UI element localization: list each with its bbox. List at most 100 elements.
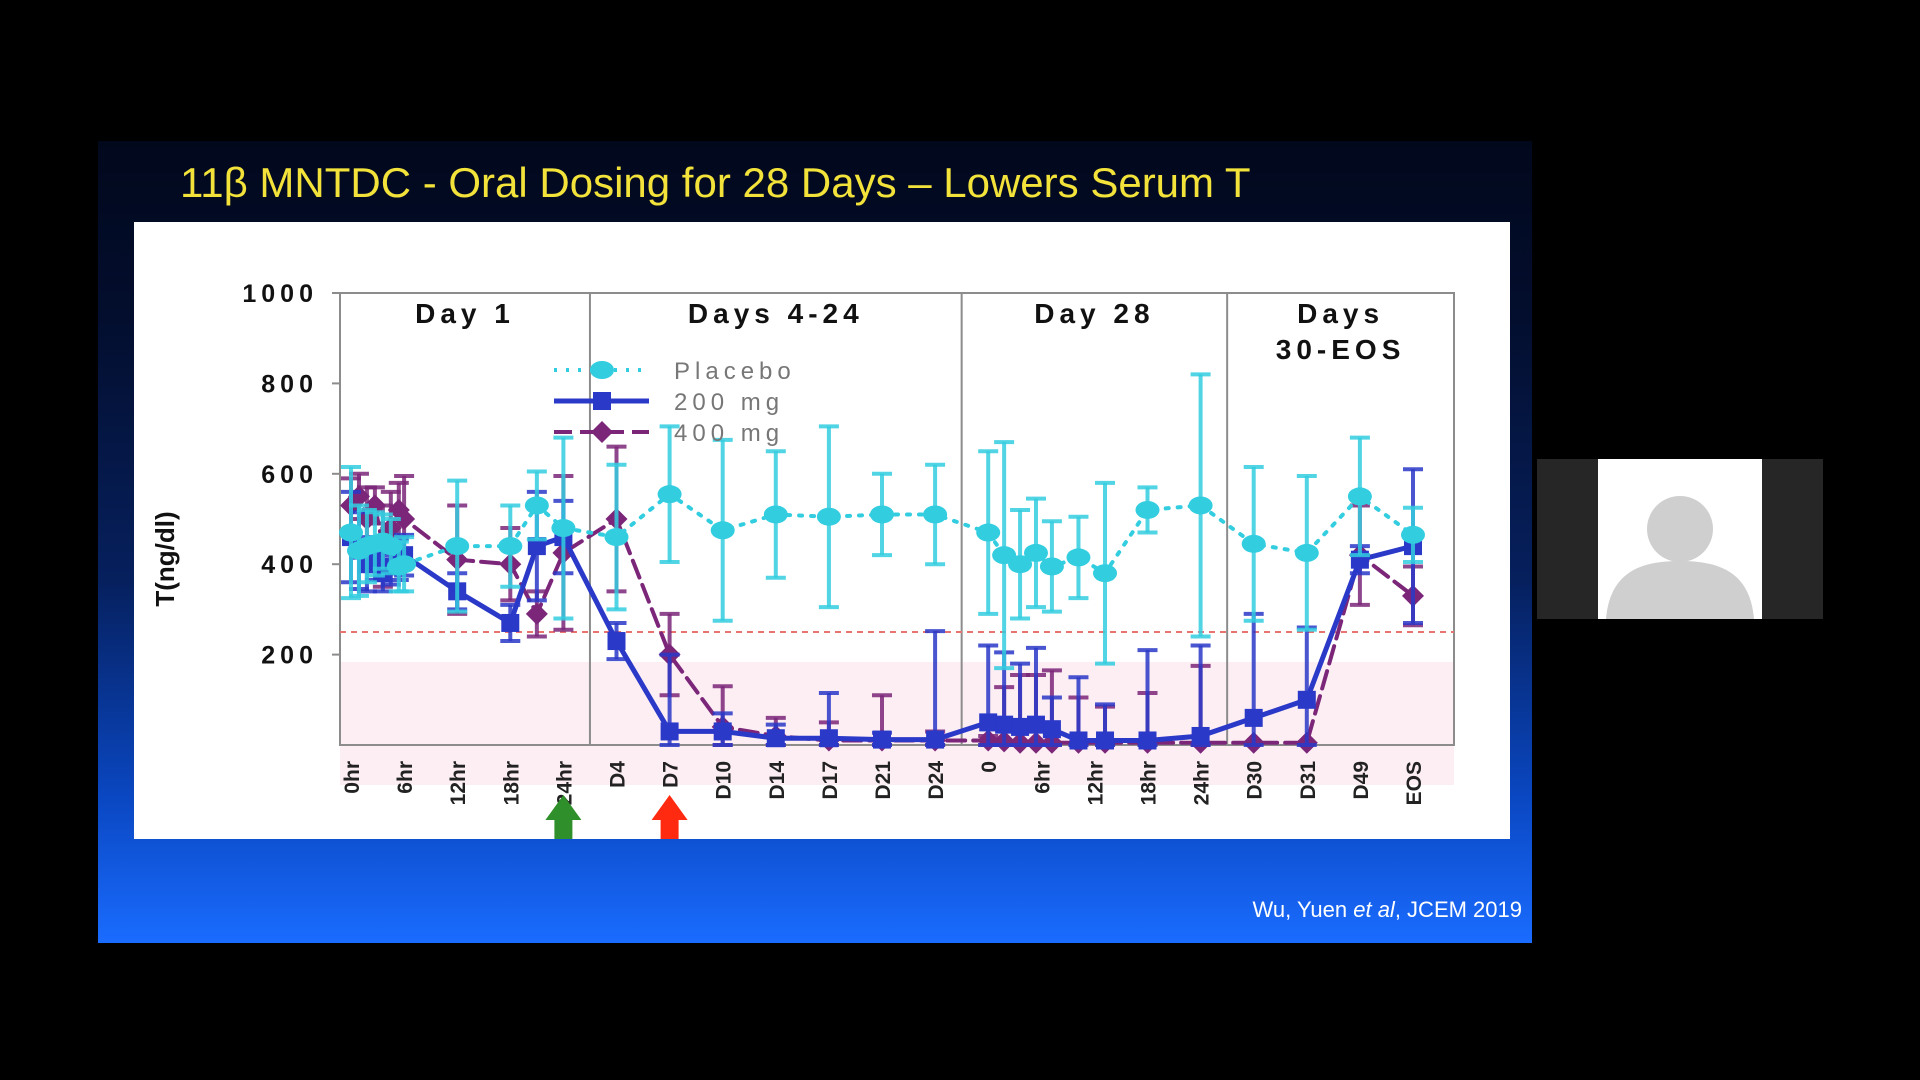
data-point: [1138, 731, 1157, 750]
data-point: [1297, 690, 1316, 709]
data-point: [527, 537, 546, 556]
data-point: [1347, 487, 1372, 506]
video-participant-tile[interactable]: [1537, 459, 1823, 619]
x-tick-label: EOS: [1403, 761, 1426, 805]
x-tick-label: 6hr: [394, 761, 417, 794]
y-tick-label: 400: [261, 551, 318, 579]
dosing-start-arrow: [651, 795, 688, 839]
legend-marker: [593, 392, 611, 410]
panel-label: Day 28: [1034, 298, 1154, 329]
plot-panel: Day 1 Days 4-24 Day 28 Days 30-EOS 200 400 600 8…: [134, 222, 1510, 839]
x-tick-label: D30: [1244, 761, 1267, 800]
x-tick-label: D7: [660, 761, 683, 788]
data-point: [1191, 726, 1210, 745]
arrow-head: [651, 795, 688, 820]
data-point: [551, 519, 576, 538]
panel-label: Days 4-24: [688, 298, 864, 329]
x-tick-label: 6hr: [1031, 761, 1054, 794]
presentation-slide: 11β MNTDC - Oral Dosing for 28 Days – Lo…: [98, 141, 1532, 943]
avatar: [1598, 459, 1762, 619]
data-point: [1042, 720, 1061, 739]
data-point: [524, 496, 549, 515]
data-point: [979, 713, 998, 732]
data-point: [607, 632, 626, 651]
data-point: [1026, 715, 1045, 734]
data-point: [1188, 496, 1213, 515]
data-point: [926, 730, 945, 749]
plot-frame: [339, 292, 1455, 746]
data-point: [1011, 717, 1030, 736]
data-point: [1008, 555, 1033, 574]
user-silhouette-icon: [1606, 496, 1754, 619]
citation-authors: Wu, Yuen: [1252, 897, 1354, 922]
data-point: [870, 505, 894, 524]
x-tick-label: 18hr: [500, 761, 523, 805]
citation-et-al: et al: [1353, 897, 1395, 922]
x-tick-label: D31: [1297, 761, 1320, 800]
x-tick-label: D14: [766, 761, 789, 800]
y-tick-label: 800: [261, 370, 318, 398]
panel-label: Days: [1297, 298, 1384, 329]
arrow-shaft-green: [554, 820, 573, 839]
data-point: [660, 722, 679, 741]
data-point: [1294, 543, 1319, 562]
data-point: [657, 485, 682, 504]
data-point: [1039, 557, 1064, 576]
y-tick-label: 200: [261, 642, 318, 670]
data-point: [445, 537, 470, 556]
data-point: [819, 729, 838, 748]
data-point: [1066, 548, 1091, 567]
serum-t-chart: Day 1 Days 4-24 Day 28 Days 30-EOS 200 400 600 8…: [150, 280, 1455, 839]
x-tick-label: D21: [872, 761, 895, 800]
y-axis-label: T(ng/dl): [150, 511, 180, 606]
x-tick-label: D17: [819, 761, 842, 800]
data-point: [1135, 500, 1160, 519]
data-point: [995, 715, 1014, 734]
data-point: [1069, 731, 1088, 750]
citation-journal: , JCEM 2019: [1394, 897, 1522, 922]
series-placebo: [339, 372, 1425, 671]
data-point: [713, 722, 732, 741]
panel-label: 30-EOS: [1276, 334, 1406, 365]
data-point: [1093, 564, 1118, 583]
data-point: [923, 505, 948, 524]
data-point: [816, 507, 841, 526]
data-point: [976, 523, 1001, 542]
data-point: [873, 730, 891, 749]
arrow-head: [545, 795, 582, 820]
x-tick-label: D24: [925, 761, 948, 800]
dosing-end-arrow: [545, 795, 582, 839]
data-point: [1096, 731, 1115, 750]
data-point: [710, 521, 735, 540]
legend-entry: 200 mg: [674, 389, 784, 416]
x-tick-label: 0: [978, 761, 1001, 773]
x-tick-label: D4: [607, 761, 630, 788]
y-tick-label: 600: [261, 461, 318, 489]
x-tick-label: 18hr: [1138, 761, 1161, 805]
x-tick-label: 12hr: [1084, 761, 1107, 805]
data-point: [392, 555, 417, 574]
data-point: [766, 729, 785, 748]
x-tick-label: D49: [1350, 761, 1373, 800]
data-point: [498, 537, 523, 556]
arrow-shaft: [660, 820, 679, 839]
legend-marker: [591, 421, 613, 443]
slide-title: 11β MNTDC - Oral Dosing for 28 Days – Lo…: [180, 159, 1251, 206]
x-tick-label: 12hr: [447, 761, 470, 805]
data-point: [501, 613, 520, 632]
data-point: [1241, 534, 1266, 553]
data-point: [525, 602, 548, 625]
data-point: [763, 505, 788, 524]
data-point: [393, 508, 416, 530]
legend-entry: Placebo: [674, 358, 796, 385]
data-point: [339, 523, 363, 542]
legend-entry: 400 mg: [674, 420, 784, 447]
y-tick-label: 1000: [242, 280, 318, 308]
x-tick-label: 0hr: [341, 761, 364, 794]
x-tick-label: D10: [713, 761, 736, 800]
low-t-band: [340, 662, 1454, 785]
data-point: [1244, 708, 1263, 727]
panel-label: Day 1: [415, 298, 515, 329]
legend-marker: [590, 361, 614, 379]
data-point: [604, 528, 629, 547]
